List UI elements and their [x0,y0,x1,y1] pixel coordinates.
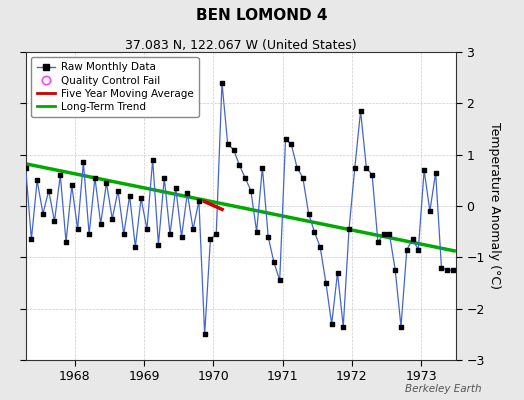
Point [351,164,359,171]
Point [56,172,64,178]
Point [39,210,47,217]
Point [241,174,249,181]
Point [253,228,261,235]
Point [171,185,180,191]
Point [166,231,174,238]
Point [328,321,336,327]
Point [160,174,168,181]
Point [374,239,382,245]
Point [235,162,244,168]
Point [322,280,330,286]
Point [183,190,192,196]
Point [96,221,105,227]
Point [79,159,88,166]
Point [195,198,203,204]
Point [247,187,255,194]
Point [431,170,440,176]
Text: Berkeley Earth: Berkeley Earth [406,384,482,394]
Point [218,80,226,86]
Point [73,226,82,232]
Point [310,228,319,235]
Point [281,136,290,142]
Point [356,108,365,114]
Point [91,174,99,181]
Point [258,164,267,171]
Point [108,216,116,222]
Point [114,187,122,194]
Point [362,164,370,171]
Point [449,267,457,273]
Point [402,246,411,253]
Point [304,210,313,217]
Point [33,177,41,184]
Point [21,164,30,171]
Point [119,231,128,238]
Point [276,277,284,284]
Point [212,231,221,238]
Point [425,208,434,214]
Point [45,187,53,194]
Point [333,270,342,276]
Y-axis label: Temperature Anomaly (°C): Temperature Anomaly (°C) [488,122,501,290]
Point [368,172,376,178]
Text: BEN LOMOND 4: BEN LOMOND 4 [196,8,328,23]
Point [293,164,301,171]
Legend: Raw Monthly Data, Quality Control Fail, Five Year Moving Average, Long-Term Tren: Raw Monthly Data, Quality Control Fail, … [31,57,199,117]
Point [85,231,93,238]
Point [397,324,405,330]
Point [62,239,70,245]
Point [137,195,145,202]
Point [339,324,347,330]
Point [16,231,24,238]
Point [206,236,215,242]
Point [391,267,399,273]
Point [50,218,59,225]
Point [10,149,18,155]
Point [154,241,162,248]
Point [131,244,139,250]
Point [270,259,278,266]
Point [443,267,451,273]
Point [4,221,13,227]
Point [143,226,151,232]
Point [414,246,422,253]
Point [27,236,36,242]
Title: 37.083 N, 122.067 W (United States): 37.083 N, 122.067 W (United States) [125,39,357,52]
Point [230,146,238,153]
Point [178,234,186,240]
Point [224,141,232,148]
Point [125,192,134,199]
Point [299,174,307,181]
Point [102,180,111,186]
Point [379,231,388,238]
Point [287,141,296,148]
Point [385,231,394,238]
Point [148,156,157,163]
Point [345,226,353,232]
Point [316,244,324,250]
Point [68,182,76,189]
Point [420,167,428,173]
Point [437,264,445,271]
Point [201,331,209,338]
Point [264,234,272,240]
Point [408,236,417,242]
Point [189,226,197,232]
